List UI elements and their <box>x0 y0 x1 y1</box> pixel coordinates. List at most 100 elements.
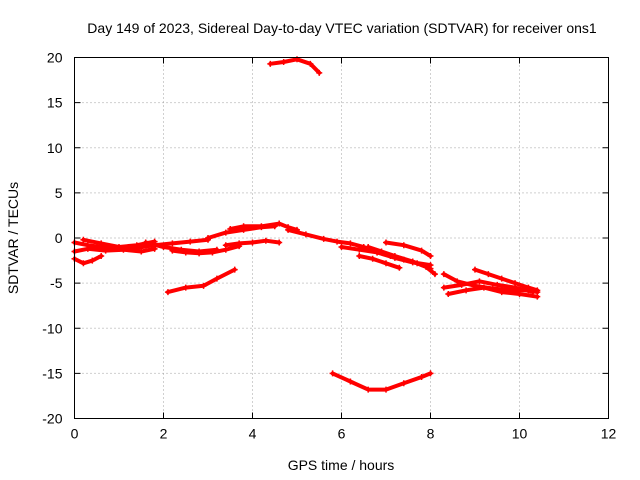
data-point <box>383 239 389 246</box>
series-line-arc-6 <box>165 267 237 295</box>
data-point <box>427 262 434 269</box>
data-point <box>316 69 323 76</box>
data-point <box>182 249 189 256</box>
data-point <box>400 242 407 249</box>
data-point <box>200 282 207 289</box>
y-tick-label: -5 <box>50 275 63 291</box>
data-point <box>267 60 274 67</box>
data-point <box>187 238 194 245</box>
x-tick-label: 2 <box>160 426 168 442</box>
data-point <box>391 253 398 260</box>
data-point <box>240 226 247 233</box>
data-point <box>476 278 483 285</box>
data-point <box>472 266 478 273</box>
data-point <box>262 237 269 244</box>
data-point <box>498 289 505 296</box>
data-point <box>209 249 216 256</box>
x-tick-label: 0 <box>71 426 79 442</box>
data-point <box>80 260 87 267</box>
plot-frame <box>74 57 609 419</box>
data-point <box>409 258 416 265</box>
data-point <box>445 290 452 297</box>
series-line-arc-17 <box>330 371 433 392</box>
data-point <box>116 244 122 251</box>
data-point <box>142 239 149 246</box>
data-point <box>365 244 372 251</box>
data-point <box>280 59 287 66</box>
data-point <box>440 284 447 291</box>
data-point <box>534 287 541 294</box>
data-point <box>271 223 278 230</box>
data-point <box>516 290 523 297</box>
series-line-arc-3 <box>72 254 104 266</box>
data-point <box>347 240 354 247</box>
data-point <box>222 242 229 249</box>
y-tick-label: -15 <box>42 365 62 381</box>
data-point <box>276 239 283 246</box>
data-point <box>169 247 176 254</box>
y-tick-label: 10 <box>47 140 63 156</box>
x-tick-label: 8 <box>427 426 435 442</box>
data-point <box>151 245 158 252</box>
x-tick-label: 6 <box>338 426 346 442</box>
data-point <box>84 245 91 252</box>
data-point <box>89 257 96 264</box>
data-point <box>329 370 336 377</box>
data-point <box>98 240 105 247</box>
data-point <box>356 246 363 253</box>
data-point <box>427 253 434 260</box>
y-axis-label: SDTVAR / TECUs <box>5 182 21 294</box>
data-point <box>258 224 265 231</box>
data-point <box>160 244 167 251</box>
data-point <box>525 284 532 291</box>
data-point <box>102 247 109 254</box>
data-point <box>222 229 229 236</box>
data-point <box>463 287 470 294</box>
series-line-arc-15 <box>357 254 402 270</box>
data-point <box>369 255 376 262</box>
data-point <box>196 250 203 257</box>
data-point <box>164 289 171 296</box>
data-point <box>534 293 541 300</box>
data-point <box>182 284 189 291</box>
y-tick-label: 5 <box>55 185 63 201</box>
series-line-arc-14 <box>384 240 433 258</box>
data-point <box>418 247 425 254</box>
data-point <box>485 271 492 278</box>
data-point <box>423 263 430 270</box>
data-point <box>396 264 403 271</box>
x-tick-label: 10 <box>512 426 528 442</box>
data-point <box>378 248 385 255</box>
data-point <box>320 235 327 242</box>
data-point <box>356 253 363 260</box>
data-point <box>205 235 211 241</box>
data-point <box>365 386 372 393</box>
data-point <box>400 380 407 387</box>
y-tick-label: -20 <box>42 411 62 427</box>
data-point <box>427 370 434 377</box>
data-point <box>133 242 140 249</box>
data-point <box>418 373 425 380</box>
chart-title: Day 149 of 2023, Sidereal Day-to-day VTE… <box>87 20 597 36</box>
data-point <box>383 260 389 267</box>
data-point <box>512 280 519 287</box>
x-tick-label: 4 <box>249 426 257 442</box>
tick-labels: 0 2 4 6 8 10 12 -20 -15 -10 -5 0 5 10 15 20 <box>42 50 616 442</box>
y-tick-label: 0 <box>55 230 63 246</box>
data-point <box>454 278 461 285</box>
x-tick-label: 12 <box>601 426 617 442</box>
data-point <box>347 378 354 385</box>
data-point <box>231 266 238 273</box>
data-point <box>458 281 465 288</box>
y-tick-label: 20 <box>47 50 63 66</box>
data-point <box>213 275 220 282</box>
grid <box>74 57 609 419</box>
data-point <box>138 248 145 255</box>
data-point <box>169 240 176 247</box>
y-tick-label: 15 <box>47 95 63 111</box>
data-point <box>285 226 292 233</box>
x-axis-label: GPS time / hours <box>288 457 395 473</box>
data-point <box>249 239 256 246</box>
data-point <box>334 238 341 245</box>
data-point <box>480 284 487 291</box>
